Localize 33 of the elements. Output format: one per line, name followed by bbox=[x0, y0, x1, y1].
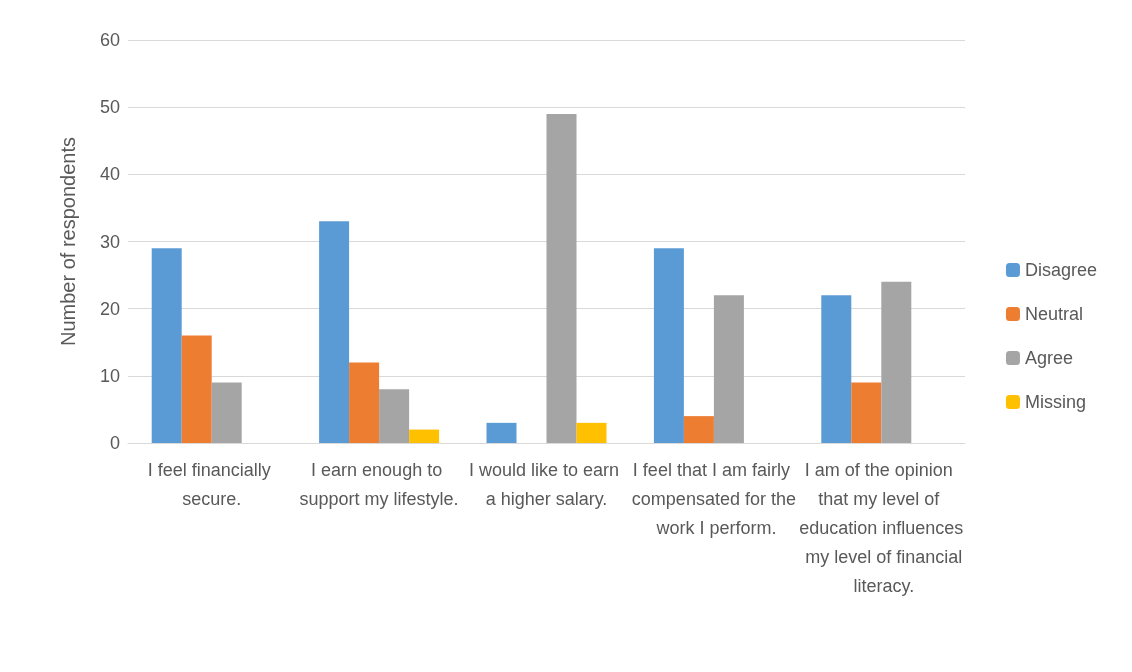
x-tick-label: I feel financially secure. bbox=[147, 459, 276, 509]
bar bbox=[576, 422, 607, 443]
bar bbox=[409, 429, 440, 443]
y-axis-title: Number of respondents bbox=[57, 136, 79, 347]
legend-label: Agree bbox=[1024, 348, 1074, 368]
legend-label: Disagree bbox=[1024, 260, 1098, 280]
bar bbox=[486, 422, 517, 443]
x-tick-label: I feel that I am fairly compensated for the work I perform. bbox=[631, 459, 796, 538]
bar bbox=[683, 416, 714, 443]
y-tick-label: 30 bbox=[99, 231, 120, 252]
bar bbox=[349, 362, 380, 443]
bar bbox=[653, 248, 684, 443]
x-tick-label: I earn enough to support my lifestyle. bbox=[299, 459, 459, 509]
bar bbox=[211, 382, 242, 443]
x-tick-label: I would like to earn a higher salary. bbox=[468, 459, 625, 509]
y-tick-label: 50 bbox=[99, 97, 120, 118]
y-tick-label: 60 bbox=[99, 30, 120, 50]
y-tick-label: 10 bbox=[99, 365, 120, 386]
bar bbox=[821, 295, 852, 443]
bar bbox=[181, 335, 212, 443]
legend-label: Neutral bbox=[1024, 304, 1083, 324]
bar bbox=[546, 113, 577, 443]
legend-label: Missing bbox=[1024, 392, 1086, 412]
y-tick-label: 40 bbox=[99, 164, 120, 185]
y-tick-label: 0 bbox=[109, 433, 120, 453]
bar bbox=[881, 281, 912, 443]
bar bbox=[319, 221, 350, 443]
bar bbox=[379, 389, 410, 443]
bar bbox=[713, 295, 744, 443]
bar bbox=[151, 248, 182, 443]
y-tick-label: 20 bbox=[99, 298, 120, 319]
x-tick-label: I am of the opinion that my level of education influences my level of financial literacy. bbox=[799, 459, 964, 596]
bar bbox=[851, 382, 882, 443]
